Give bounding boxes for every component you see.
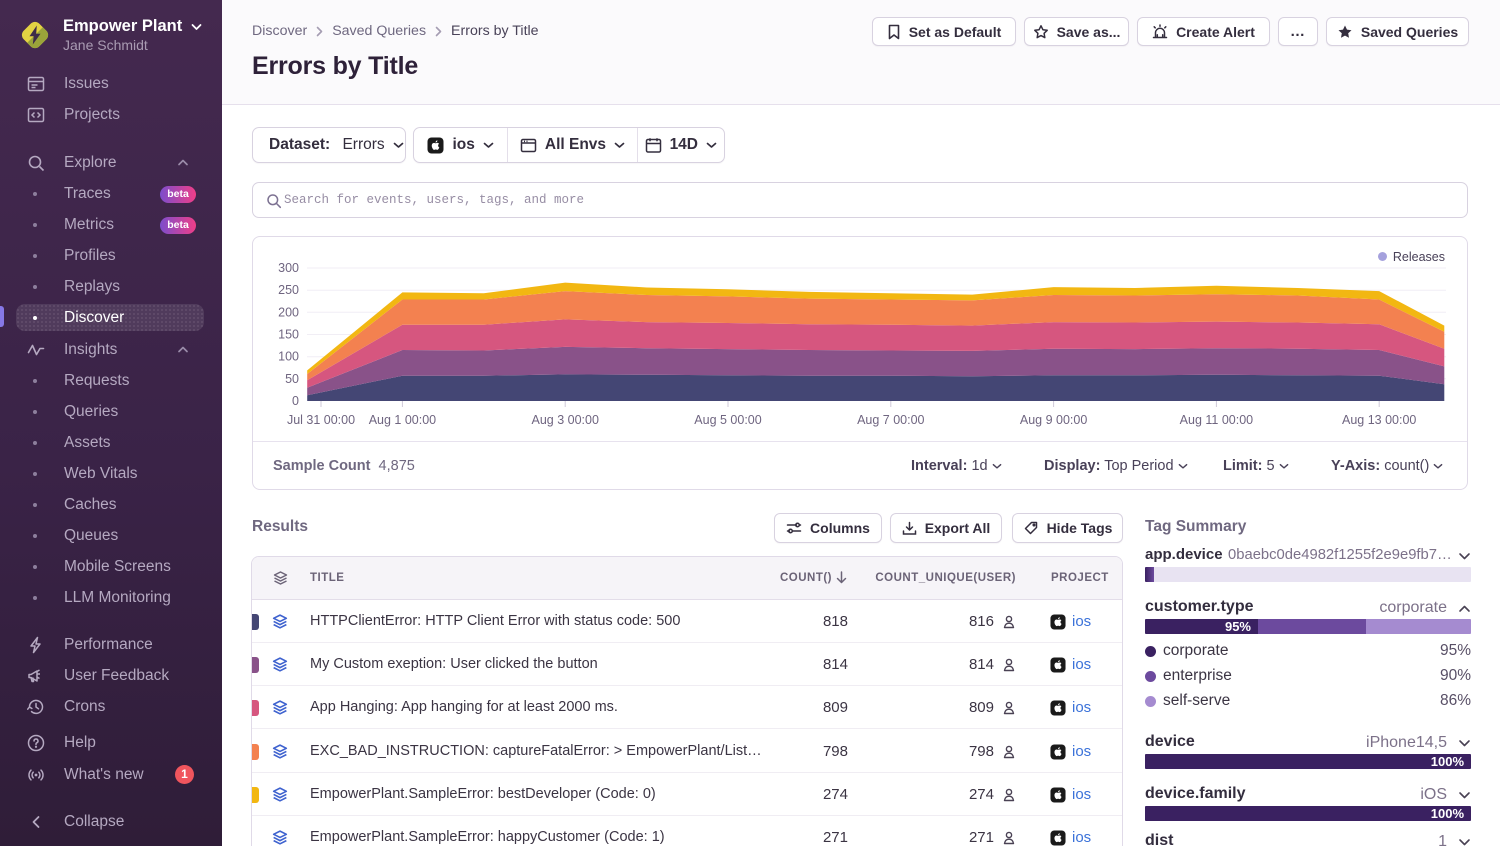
- svg-text:100: 100: [278, 350, 299, 364]
- svg-text:Aug 7 00:00: Aug 7 00:00: [857, 413, 924, 427]
- svg-text:300: 300: [278, 261, 299, 275]
- svg-text:Aug 5 00:00: Aug 5 00:00: [694, 413, 761, 427]
- svg-text:Aug 13 00:00: Aug 13 00:00: [1342, 413, 1416, 427]
- svg-text:0: 0: [292, 394, 299, 408]
- svg-text:Aug 11 00:00: Aug 11 00:00: [1180, 413, 1253, 427]
- svg-text:200: 200: [278, 305, 299, 319]
- svg-text:Jul 31 00:00: Jul 31 00:00: [287, 413, 355, 427]
- svg-text:250: 250: [278, 283, 299, 297]
- svg-text:Aug 1 00:00: Aug 1 00:00: [369, 413, 436, 427]
- svg-text:150: 150: [278, 328, 299, 342]
- svg-text:50: 50: [285, 372, 299, 386]
- svg-text:Aug 9 00:00: Aug 9 00:00: [1020, 413, 1087, 427]
- svg-text:Aug 3 00:00: Aug 3 00:00: [531, 413, 598, 427]
